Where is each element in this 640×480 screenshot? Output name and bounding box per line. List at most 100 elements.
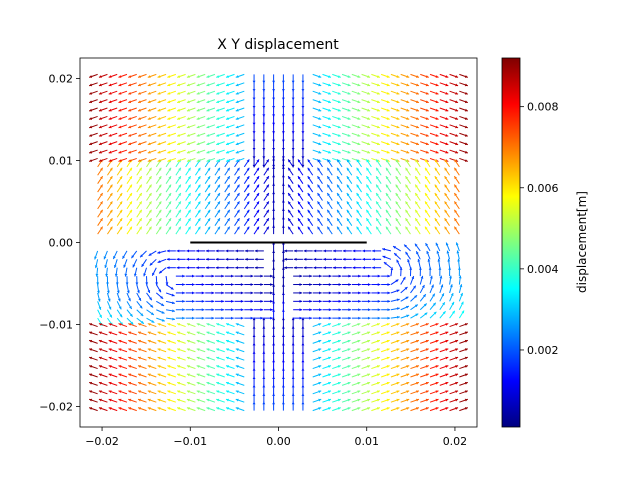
quiver-arrow [301, 359, 305, 369]
colorbar-label: displacement[m] [575, 191, 589, 293]
quiver-arrow [146, 217, 152, 226]
quiver-arrow [342, 249, 352, 253]
quiver-arrow [245, 257, 255, 261]
quiver-arrow [167, 132, 177, 137]
quiver-arrow [395, 192, 402, 201]
quiver-arrow [424, 184, 431, 193]
quiver-arrow [136, 209, 143, 218]
quiver-arrow [301, 342, 305, 352]
quiver-arrow [424, 192, 431, 201]
quiver-arrow [243, 226, 250, 235]
quiver-arrow [98, 73, 108, 78]
quiver-arrow [281, 275, 285, 285]
quiver-arrow [371, 149, 381, 154]
quiver-arrow [410, 390, 420, 395]
quiver-arrow [252, 334, 256, 344]
quiver-arrow [128, 356, 137, 361]
quiver-arrow [351, 149, 361, 154]
quiver-arrow [186, 99, 196, 104]
quiver-arrow [371, 323, 381, 328]
quiver-arrow [381, 308, 391, 312]
quiver-arrow [126, 209, 133, 218]
quiver-arrow [235, 348, 245, 353]
quiver-arrow [186, 356, 196, 361]
quiver-arrow [449, 115, 459, 120]
quiver-arrow [243, 209, 250, 218]
quiver-arrow [204, 175, 211, 184]
quiver-arrow [459, 407, 469, 412]
quiver-arrow [390, 323, 400, 328]
quiver-arrow [459, 149, 469, 154]
quiver-arrow [216, 149, 225, 154]
quiver-arrow [204, 217, 211, 226]
quiver-arrow [429, 73, 439, 78]
quiver-arrow [409, 267, 413, 277]
quiver-arrow [414, 192, 421, 201]
quiver-arrow [312, 115, 322, 120]
quiver-arrow [118, 348, 128, 353]
quiver-arrow [322, 308, 332, 312]
quiver-arrow [312, 381, 322, 386]
quiver-arrow [175, 201, 182, 210]
quiver-arrow [175, 192, 182, 201]
quiver-arrow [94, 250, 99, 260]
quiver-arrow [424, 217, 431, 226]
quiver-arrow [252, 158, 256, 168]
quiver-arrow [400, 373, 410, 378]
quiver-arrow [425, 242, 431, 252]
quiver-arrow [118, 390, 128, 395]
quiver-arrow [365, 217, 372, 226]
quiver-arrow [458, 275, 462, 285]
quiver-arrow [287, 217, 294, 226]
quiver-arrow [157, 323, 167, 328]
quiver-arrow [272, 334, 276, 344]
quiver-arrow [225, 90, 235, 95]
quiver-arrow [381, 274, 391, 278]
quiver-arrow [97, 301, 102, 310]
quiver-arrow [400, 407, 410, 412]
quiver-arrow [137, 339, 147, 344]
quiver-arrow [186, 124, 196, 129]
quiver-arrow [196, 331, 206, 336]
quiver-arrow [291, 393, 295, 403]
quiver-arrow [175, 167, 182, 176]
quiver-arrow [332, 323, 341, 328]
quiver-arrow [346, 159, 353, 168]
quiver-arrow [253, 167, 260, 176]
quiver-arrow [449, 373, 459, 378]
quiver-arrow [263, 308, 273, 312]
quiver-arrow [385, 192, 392, 201]
quiver-arrow [253, 217, 260, 226]
quiver-arrow [322, 157, 332, 162]
quiver-arrow [95, 267, 99, 277]
quiver-arrow [118, 323, 128, 328]
quiver-arrow [312, 365, 322, 370]
quiver-arrow [194, 209, 201, 218]
quiver-arrow [147, 149, 157, 154]
quiver-arrow [281, 133, 285, 143]
quiver-arrow [410, 365, 420, 370]
quiver-arrow [88, 73, 98, 78]
quiver-arrow [103, 250, 108, 260]
quiver-arrow [390, 307, 400, 311]
quiver-arrow [410, 99, 420, 104]
quiver-arrow [196, 390, 206, 395]
quiver-arrow [98, 132, 108, 137]
quiver-arrow [254, 308, 264, 312]
quiver-arrow [341, 141, 351, 146]
quiver-arrow [420, 124, 429, 129]
quiver-arrow [205, 249, 215, 253]
quiver-arrow [214, 175, 221, 184]
quiver-arrow [371, 141, 381, 146]
quiver-arrow [252, 108, 256, 118]
quiver-arrow [196, 365, 206, 370]
quiver-arrow [312, 373, 322, 378]
quiver-arrow [281, 309, 285, 319]
quiver-arrow [332, 107, 341, 112]
quiver-arrow [418, 267, 422, 277]
quiver-arrow [301, 141, 305, 151]
quiver-arrow [410, 381, 420, 386]
quiver-arrow [385, 167, 392, 176]
quiver-arrow [216, 323, 225, 328]
quiver-arrow [307, 217, 314, 226]
